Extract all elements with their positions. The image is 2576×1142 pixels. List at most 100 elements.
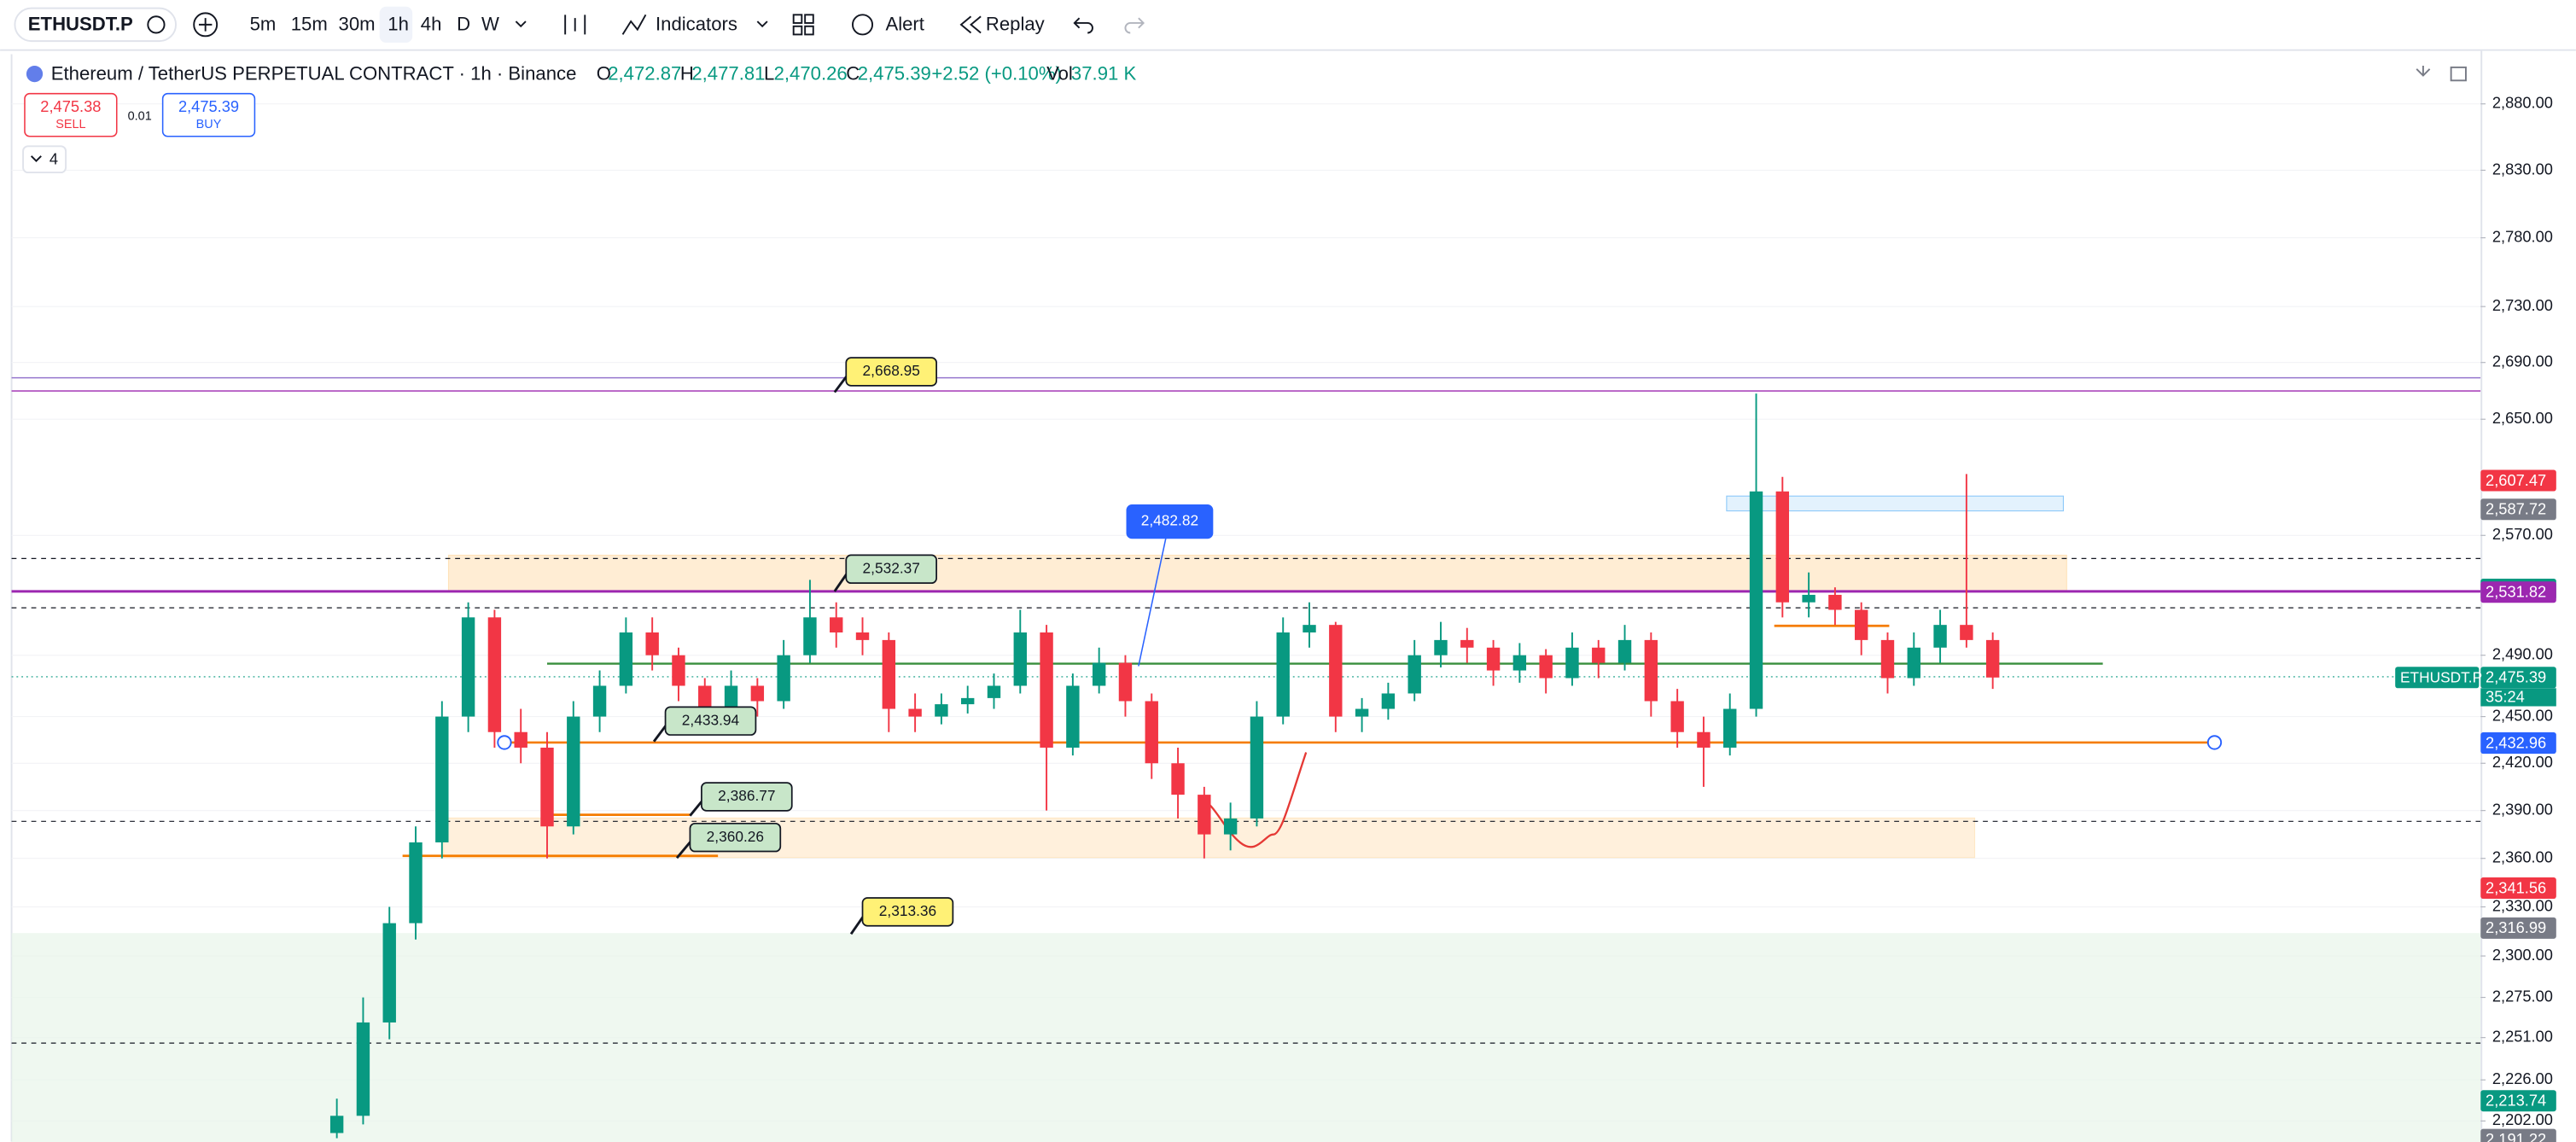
chevron: [30, 155, 42, 162]
candle-body: [987, 685, 1001, 698]
callout-box: [689, 822, 782, 853]
candle-body: [382, 923, 396, 1023]
y-tick-label: 2,300.00: [2492, 946, 2553, 964]
candle-body: [645, 632, 659, 655]
y-tick-label: 2,390.00: [2492, 800, 2553, 818]
alert-icon[interactable]: [852, 14, 874, 36]
price-tag: [2480, 498, 2556, 521]
sell-button[interactable]: [24, 92, 118, 137]
buy-label[interactable]: BUY: [196, 118, 222, 131]
layouts-button-part: [804, 14, 814, 24]
interval-dropdown[interactable]: [515, 20, 527, 28]
price-tag-label: 2,341.56: [2486, 878, 2546, 896]
callout-box: [701, 782, 793, 812]
ohlc-key: C: [846, 62, 860, 84]
y-tick-label: 2,330.00: [2492, 896, 2553, 914]
candle-body: [1171, 763, 1185, 795]
interval-button[interactable]: 30m: [339, 14, 376, 35]
callout-box: [1126, 504, 1214, 539]
interval-button[interactable]: 15m: [291, 14, 328, 35]
callout-box: [845, 357, 937, 387]
compare-button[interactable]: [193, 12, 219, 38]
symbol[interactable]: ETHUSDT.P: [28, 14, 133, 35]
price-tag: [2480, 469, 2556, 492]
ohlc-value: 2,475.39: [858, 62, 931, 84]
price-tag-label: 2,213.74: [2486, 1092, 2546, 1110]
price-tag-label: 2,191.22: [2486, 1130, 2546, 1142]
interval-button[interactable]: 5m: [250, 14, 277, 35]
indicators-button[interactable]: Indicators: [656, 14, 737, 35]
symbol-icon[interactable]: [147, 15, 166, 34]
candle-body: [1407, 655, 1421, 694]
volume: 37.91 K: [1071, 62, 1137, 84]
change: +2.52 (+0.10%): [931, 62, 1062, 84]
replay-button[interactable]: Replay: [986, 14, 1046, 35]
sell-label[interactable]: SELL: [55, 118, 85, 131]
candle-body: [830, 617, 843, 633]
symbol-search[interactable]: [14, 7, 177, 43]
redo-button[interactable]: [1124, 17, 1145, 34]
callout-label: 2,668.95: [863, 362, 920, 379]
interval-button[interactable]: D: [457, 14, 470, 35]
candle-body: [1434, 639, 1448, 655]
candle-body: [935, 704, 948, 717]
candle-body: [1854, 609, 1868, 640]
callout-label: 2,433.94: [682, 711, 740, 728]
y-tick-label: 2,251.00: [2492, 1027, 2553, 1045]
candle-body: [356, 1022, 370, 1116]
plus-icon: [198, 18, 213, 32]
callout-label: 2,482.82: [1141, 512, 1198, 529]
countdown: 35:24: [2486, 688, 2525, 706]
line-handle[interactable]: [2206, 735, 2223, 750]
active-interval-bg: [379, 6, 413, 44]
interval-button[interactable]: 1h: [388, 14, 409, 35]
legend-settings[interactable]: [2450, 66, 2467, 82]
collapse-legend[interactable]: [2416, 65, 2431, 77]
line-handle[interactable]: [497, 735, 512, 750]
buy-price[interactable]: 2,475.39: [178, 97, 239, 115]
candle-body: [803, 617, 817, 655]
chart-type-button[interactable]: [564, 15, 586, 35]
candle-body: [1512, 655, 1527, 671]
y-tick-label: 2,650.00: [2492, 409, 2553, 427]
candle-body: [1040, 632, 1053, 748]
alert-button[interactable]: Alert: [885, 14, 924, 35]
candle-body: [1092, 662, 1106, 686]
price-tag: [2480, 667, 2556, 689]
candle-body: [750, 685, 765, 702]
candle-body: [409, 842, 423, 924]
indicators-dropdown[interactable]: [756, 20, 768, 28]
interval-button[interactable]: W: [481, 14, 499, 35]
zone-blue: [1726, 495, 2065, 512]
callout-label: 2,532.37: [863, 559, 920, 576]
undo-button[interactable]: [1073, 17, 1093, 34]
y-tick-label: 2,690.00: [2492, 353, 2553, 370]
candle-body: [461, 617, 475, 717]
candle-body: [855, 632, 870, 640]
sell-price[interactable]: 2,475.38: [40, 97, 101, 115]
replay-icon[interactable]: [959, 15, 982, 34]
y-tick-label: 2,880.00: [2492, 94, 2553, 112]
candle-body: [1303, 625, 1316, 633]
candle-body: [1355, 708, 1369, 717]
candle-body: [1329, 625, 1343, 717]
candle-body: [1198, 795, 1211, 835]
callout-box: [861, 897, 954, 927]
y-tick-label: 2,730.00: [2492, 296, 2553, 314]
quantity[interactable]: 0.01: [128, 109, 152, 123]
candle-body: [724, 685, 738, 709]
layouts-button[interactable]: [792, 14, 803, 24]
price-tag-label: 2,587.72: [2486, 500, 2546, 518]
interval-button[interactable]: 4h: [421, 14, 442, 35]
candle-body: [1775, 491, 1790, 603]
toolbar-bg: [0, 0, 2576, 50]
indicator-count: 4: [50, 149, 58, 167]
candle-body: [514, 731, 527, 748]
price-tag-label: 2,607.47: [2486, 471, 2546, 489]
indicators-icon[interactable]: [621, 14, 647, 35]
buy-button[interactable]: [161, 92, 256, 137]
candle-body: [487, 617, 502, 732]
ohlc-value: 2,470.26: [774, 62, 848, 84]
symbol-tag-label: ETHUSDT.P: [2400, 668, 2482, 685]
indicators-toggle[interactable]: [22, 145, 67, 174]
